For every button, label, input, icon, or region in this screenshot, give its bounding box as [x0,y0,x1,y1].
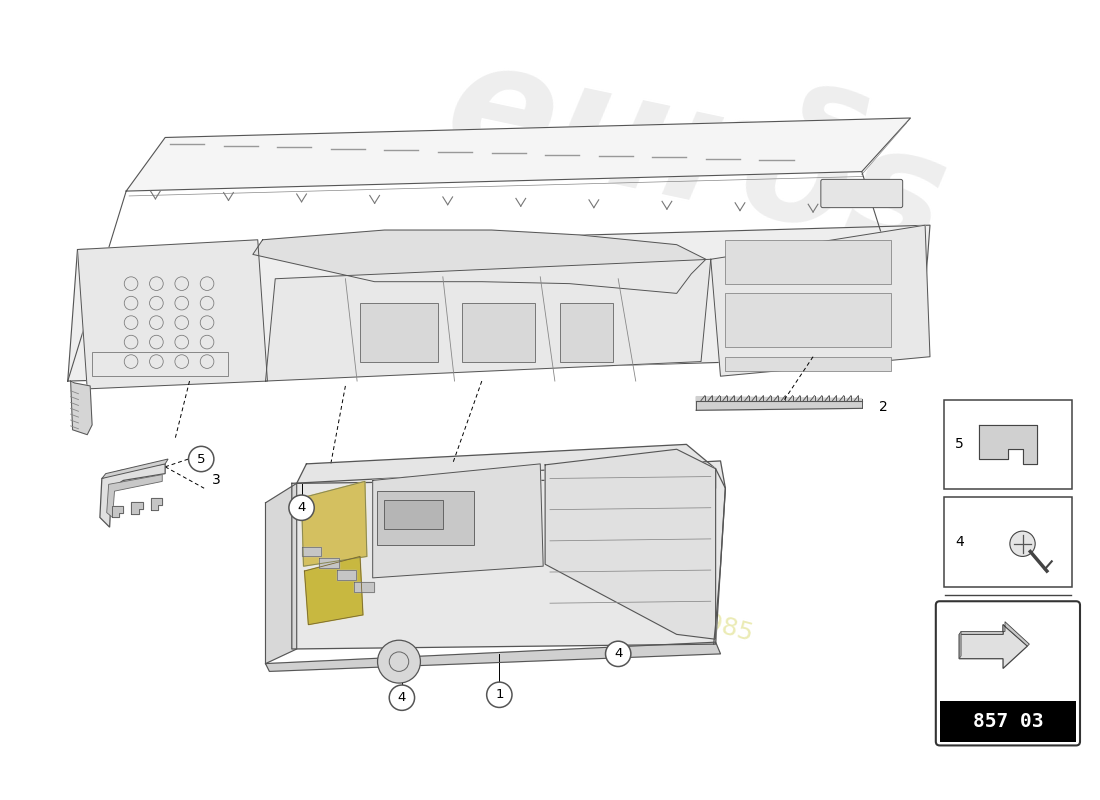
FancyBboxPatch shape [944,399,1072,490]
Polygon shape [297,444,716,488]
Polygon shape [126,118,911,191]
Text: a passion for parts since 1985: a passion for parts since 1985 [384,525,756,646]
Circle shape [289,495,315,520]
Polygon shape [696,397,861,410]
FancyBboxPatch shape [725,294,891,347]
Circle shape [605,641,631,666]
Polygon shape [959,631,961,658]
Polygon shape [265,483,297,664]
FancyBboxPatch shape [560,303,614,362]
Polygon shape [546,450,716,639]
Polygon shape [337,570,356,580]
Text: 4: 4 [398,691,406,704]
Polygon shape [305,557,363,625]
FancyBboxPatch shape [462,303,536,362]
Polygon shape [100,464,165,527]
FancyBboxPatch shape [360,303,438,362]
Circle shape [486,682,512,707]
Text: s: s [778,53,887,202]
Circle shape [389,685,415,710]
Text: 857 03: 857 03 [972,711,1043,730]
Text: 5: 5 [197,453,206,466]
Polygon shape [68,225,930,381]
Polygon shape [354,582,374,591]
Text: 3: 3 [211,474,220,487]
Polygon shape [131,502,143,514]
Polygon shape [373,464,543,578]
Polygon shape [253,230,706,294]
FancyBboxPatch shape [725,240,891,284]
Polygon shape [111,506,123,518]
Polygon shape [107,474,162,518]
Polygon shape [319,558,339,568]
FancyBboxPatch shape [821,179,903,208]
Text: 1: 1 [495,688,504,702]
Polygon shape [711,225,930,376]
Text: 5: 5 [955,438,964,451]
Text: euros: euros [432,29,959,286]
Text: 2: 2 [879,400,888,414]
Circle shape [1010,531,1035,557]
Polygon shape [301,546,321,557]
Polygon shape [265,259,711,381]
FancyBboxPatch shape [939,701,1076,742]
Polygon shape [265,642,720,671]
Polygon shape [151,498,162,510]
Polygon shape [70,381,92,434]
FancyBboxPatch shape [936,602,1080,746]
Polygon shape [292,461,725,649]
FancyBboxPatch shape [725,357,891,371]
Circle shape [188,446,213,472]
Polygon shape [979,425,1037,464]
Text: 4: 4 [955,535,964,549]
Polygon shape [77,240,267,389]
Polygon shape [959,622,1030,646]
Polygon shape [301,482,366,566]
FancyBboxPatch shape [944,497,1072,586]
Polygon shape [102,459,168,478]
FancyBboxPatch shape [384,500,443,529]
FancyBboxPatch shape [376,491,474,545]
Text: 4: 4 [297,502,306,514]
Polygon shape [959,625,1027,669]
Circle shape [377,640,420,683]
Text: 4: 4 [614,647,623,660]
